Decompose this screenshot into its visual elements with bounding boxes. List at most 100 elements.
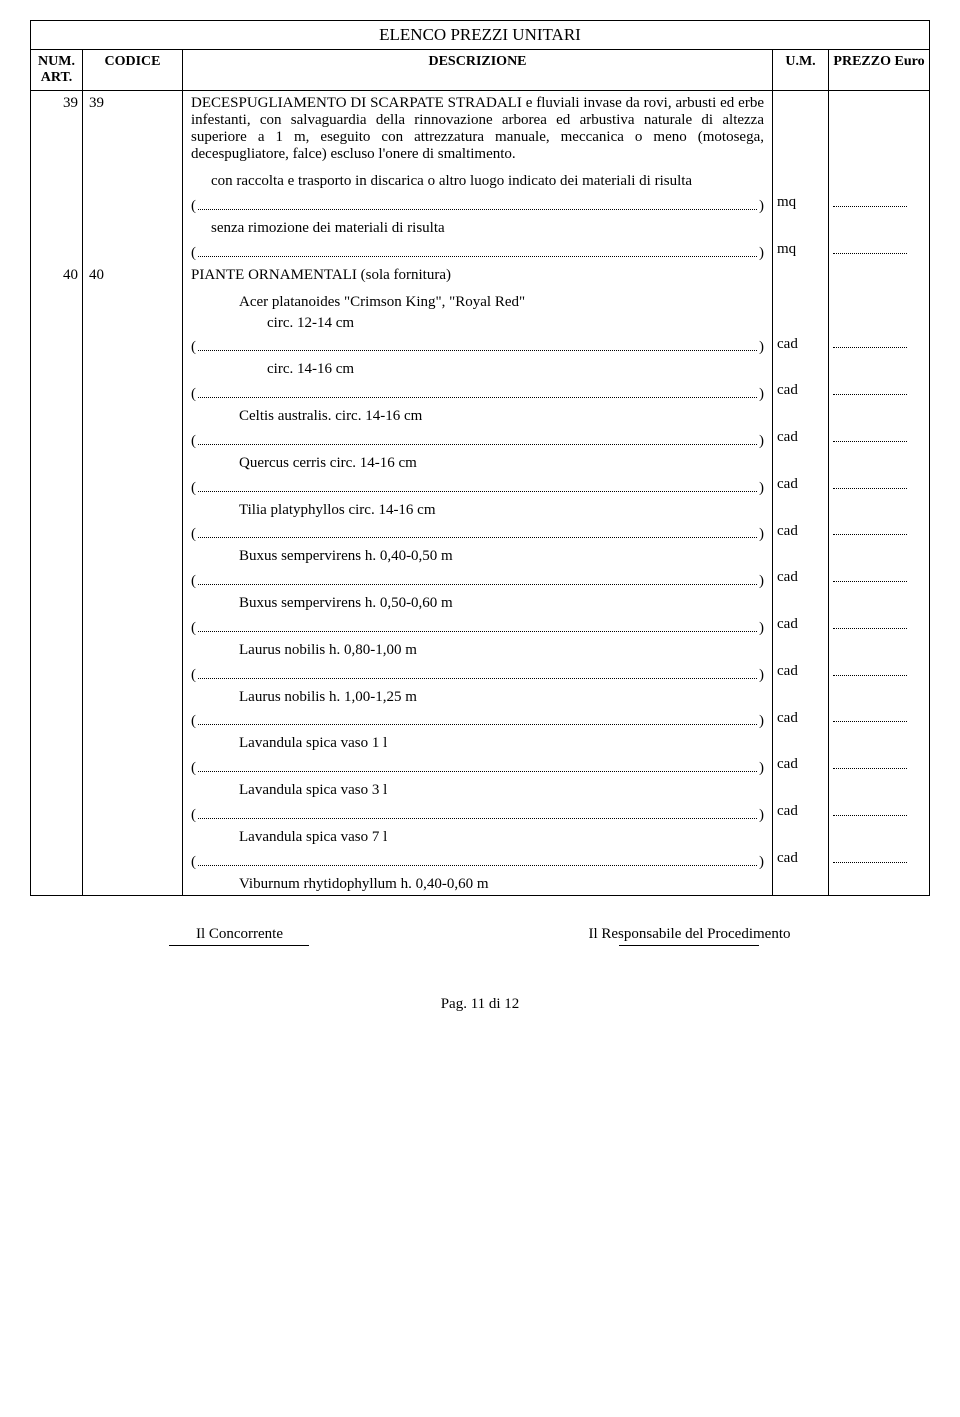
table-title: ELENCO PREZZI UNITARI <box>31 21 929 50</box>
um-cell: cad <box>773 334 829 360</box>
prezzo-cell <box>829 708 929 734</box>
dotted-line: () <box>191 619 764 637</box>
table-row: ()cad <box>31 521 929 547</box>
dotted-line: () <box>191 432 764 450</box>
desc-text: Viburnum rhytidophyllum h. 0,40-0,60 m <box>191 876 764 893</box>
signature-left: Il Concorrente <box>169 926 309 946</box>
um-cell: cad <box>773 661 829 687</box>
prezzo-cell <box>829 171 929 192</box>
table-row: Lavandula spica vaso 7 l <box>31 827 929 848</box>
price-table: ELENCO PREZZI UNITARI NUM. ART. CODICE D… <box>30 20 930 896</box>
um-cell <box>773 640 829 661</box>
dotted-line: () <box>191 197 764 215</box>
um-cell <box>773 687 829 708</box>
um-cell: cad <box>773 567 829 593</box>
desc-text: Laurus nobilis h. 1,00-1,25 m <box>191 689 764 706</box>
table-row: Laurus nobilis h. 1,00-1,25 m <box>31 687 929 708</box>
prezzo-cell <box>829 733 929 754</box>
prezzo-cell <box>829 359 929 380</box>
um-cell <box>773 453 829 474</box>
table-row: ()cad <box>31 567 929 593</box>
table-row: () mq <box>31 192 929 218</box>
table-row: Acer platanoides "Crimson King", "Royal … <box>31 292 929 313</box>
um-cell <box>773 218 829 239</box>
prezzo-cell <box>829 500 929 521</box>
signature-right-label: Il Responsabile del Procedimento <box>588 926 790 942</box>
prezzo-cell <box>829 593 929 614</box>
desc-text: Acer platanoides "Crimson King", "Royal … <box>191 294 764 311</box>
table-row: circ. 14-16 cm <box>31 359 929 380</box>
um-cell <box>773 500 829 521</box>
desc-text: Buxus sempervirens h. 0,40-0,50 m <box>191 548 764 565</box>
prezzo-cell <box>829 614 929 640</box>
prezzo-cell <box>829 827 929 848</box>
header-desc: DESCRIZIONE <box>183 50 773 90</box>
prezzo-cell <box>829 780 929 801</box>
um-cell: cad <box>773 474 829 500</box>
desc-text: Lavandula spica vaso 3 l <box>191 782 764 799</box>
dotted-line: () <box>191 244 764 262</box>
prezzo-cell <box>829 801 929 827</box>
desc-text: Tilia platyphyllos circ. 14-16 cm <box>191 502 764 519</box>
prezzo-cell <box>829 239 929 265</box>
prezzo-cell <box>829 453 929 474</box>
dotted-line: () <box>191 666 764 684</box>
dotted-line: () <box>191 339 764 357</box>
table-row: Buxus sempervirens h. 0,40-0,50 m <box>31 546 929 567</box>
table-row: ()cad <box>31 754 929 780</box>
header-num: NUM. ART. <box>31 50 83 90</box>
um-cell <box>773 406 829 427</box>
dotted-line: () <box>191 713 764 731</box>
um-cell: cad <box>773 521 829 547</box>
footer: Il Concorrente Il Responsabile del Proce… <box>30 926 930 946</box>
table-row: circ. 12-14 cm <box>31 313 929 334</box>
table-row: Quercus cerris circ. 14-16 cm <box>31 453 929 474</box>
table-row: Lavandula spica vaso 1 l <box>31 733 929 754</box>
um-cell: cad <box>773 614 829 640</box>
um-cell: cad <box>773 427 829 453</box>
desc-text: Laurus nobilis h. 0,80-1,00 m <box>191 642 764 659</box>
prezzo-cell <box>829 218 929 239</box>
prezzo-cell <box>829 313 929 334</box>
prezzo-cell <box>829 427 929 453</box>
prezzo-cell <box>829 192 929 218</box>
um-cell: mq <box>773 239 829 265</box>
desc-text: Buxus sempervirens h. 0,50-0,60 m <box>191 595 764 612</box>
table-row: () cad <box>31 661 929 687</box>
um-cell <box>773 265 829 292</box>
um-cell: cad <box>773 708 829 734</box>
table-row: Viburnum rhytidophyllum h. 0,40-0,60 m <box>31 874 929 895</box>
table-row: senza rimozione dei materiali di risulta <box>31 218 929 239</box>
table-row: 3939DECESPUGLIAMENTO DI SCARPATE STRADAL… <box>31 91 929 171</box>
desc-text: Lavandula spica vaso 1 l <box>191 735 764 752</box>
signature-line <box>619 945 759 946</box>
table-row: () mq <box>31 239 929 265</box>
table-row: con raccolta e trasporto in discarica o … <box>31 171 929 192</box>
table-row: Tilia platyphyllos circ. 14-16 cm <box>31 500 929 521</box>
prezzo-cell <box>829 874 929 895</box>
dotted-line: () <box>191 853 764 871</box>
desc-text: Celtis australis. circ. 14-16 cm <box>191 408 764 425</box>
main-description: PIANTE ORNAMENTALI (sola fornitura) <box>191 267 764 284</box>
um-cell: cad <box>773 801 829 827</box>
dotted-line: () <box>191 479 764 497</box>
um-cell <box>773 91 829 171</box>
um-cell <box>773 171 829 192</box>
signature-left-label: Il Concorrente <box>196 926 283 942</box>
prezzo-cell <box>829 546 929 567</box>
desc-text: con raccolta e trasporto in discarica o … <box>191 173 764 190</box>
signature-line <box>169 945 309 946</box>
um-cell <box>773 733 829 754</box>
prezzo-cell <box>829 265 929 292</box>
prezzo-cell <box>829 567 929 593</box>
table-row: Celtis australis. circ. 14-16 cm <box>31 406 929 427</box>
um-cell <box>773 593 829 614</box>
prezzo-cell <box>829 848 929 874</box>
um-cell: cad <box>773 848 829 874</box>
um-cell: mq <box>773 192 829 218</box>
prezzo-cell <box>829 406 929 427</box>
header-row: NUM. ART. CODICE DESCRIZIONE U.M. PREZZO… <box>31 50 929 91</box>
dotted-line: () <box>191 806 764 824</box>
table-row: () cad <box>31 334 929 360</box>
dotted-line: () <box>191 385 764 403</box>
